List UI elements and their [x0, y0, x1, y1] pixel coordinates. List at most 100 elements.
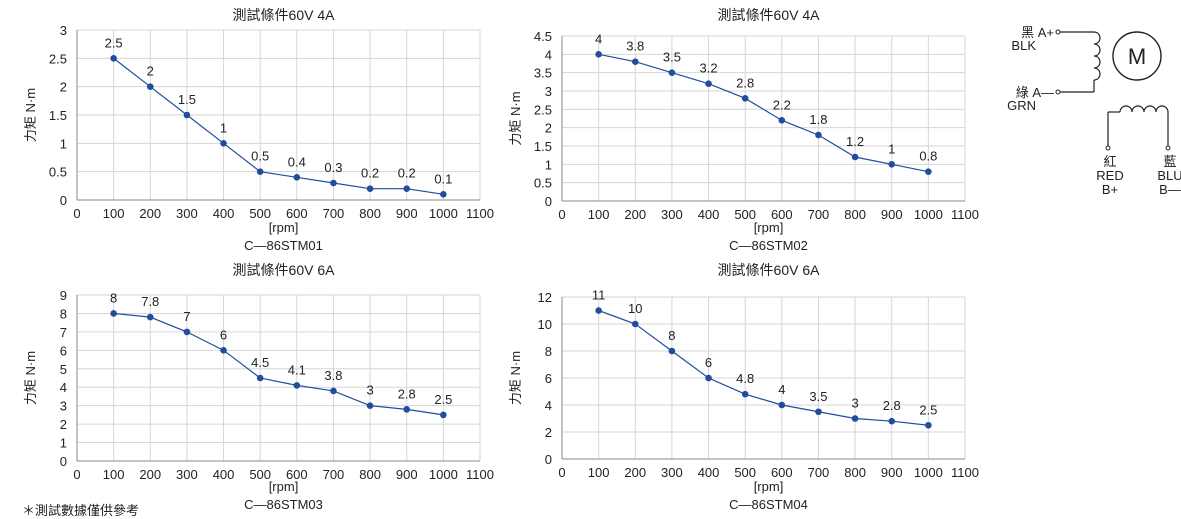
data-point — [815, 131, 822, 139]
x-tick-label: 200 — [624, 465, 646, 480]
x-tick-label: 900 — [881, 465, 903, 480]
data-point — [705, 374, 712, 382]
data-point — [403, 406, 411, 413]
y-axis-label: 力矩 N·m — [508, 351, 523, 405]
x-tick-label: 1000 — [429, 206, 458, 221]
data-point — [146, 83, 154, 90]
torque-line — [598, 309, 929, 426]
data-label: 3.8 — [626, 39, 644, 54]
x-axis-label: [rpm] — [754, 220, 784, 235]
torque-line — [113, 312, 444, 416]
x-axis-label: [rpm] — [269, 479, 299, 494]
chart-title: 測試條件60V 6A — [233, 262, 336, 278]
data-point — [110, 310, 117, 317]
data-label: 8 — [668, 328, 675, 343]
data-label: 4.8 — [736, 371, 754, 386]
x-axis-label: [rpm] — [269, 220, 299, 235]
data-point — [595, 51, 602, 58]
data-point — [220, 347, 227, 354]
x-tick-label: 200 — [139, 206, 161, 221]
y-tick-label: 2 — [60, 417, 67, 432]
b-minus-label: 藍 — [1163, 154, 1176, 169]
y-tick-label: 6 — [60, 343, 67, 358]
x-tick-label: 1100 — [466, 206, 494, 221]
x-tick-label: 800 — [844, 207, 866, 222]
data-point — [925, 421, 932, 429]
data-label: 3 — [366, 383, 373, 398]
data-point — [888, 161, 896, 168]
x-tick-label: 800 — [844, 465, 866, 480]
data-label: 6 — [220, 327, 227, 342]
x-tick-label: 600 — [771, 465, 793, 480]
data-label: 3.5 — [809, 389, 827, 404]
data-label: 0.5 — [251, 149, 269, 164]
data-point — [631, 320, 639, 328]
data-point — [705, 80, 712, 87]
data-label: 0.8 — [919, 149, 937, 164]
y-axis-label: 力矩 N·m — [23, 351, 38, 405]
data-point — [668, 69, 676, 76]
x-tick-label: 700 — [323, 206, 345, 221]
data-point — [183, 111, 191, 119]
x-tick-label: 0 — [73, 467, 80, 482]
b-plus-terminal: B+ — [1102, 182, 1118, 197]
data-label: 2.8 — [398, 386, 416, 401]
data-point — [815, 408, 822, 416]
data-point — [778, 117, 786, 124]
x-tick-label: 200 — [139, 467, 161, 482]
y-tick-label: 4.5 — [534, 29, 552, 44]
y-tick-label: 0 — [60, 193, 67, 208]
data-point — [741, 95, 749, 102]
data-point — [925, 168, 932, 175]
data-label: 6 — [705, 355, 712, 370]
y-tick-label: 1 — [60, 136, 67, 151]
y-tick-label: 8 — [60, 306, 67, 321]
data-point — [366, 402, 374, 409]
data-label: 0.1 — [434, 171, 452, 186]
x-tick-label: 600 — [286, 206, 308, 221]
data-point — [851, 415, 859, 422]
torque-line — [113, 57, 444, 195]
x-tick-label: 0 — [558, 465, 565, 480]
x-tick-label: 700 — [808, 207, 830, 222]
x-tick-label: 900 — [396, 206, 418, 221]
x-tick-label: 200 — [624, 207, 646, 222]
data-label: 3.8 — [324, 368, 342, 383]
x-tick-label: 500 — [734, 207, 756, 222]
y-tick-label: 3 — [545, 84, 552, 99]
data-label: 4.1 — [288, 362, 306, 377]
y-tick-label: 3 — [60, 23, 67, 38]
data-point — [330, 179, 337, 187]
chart-title: 測試條件60V 6A — [718, 262, 821, 278]
x-tick-label: 500 — [249, 206, 271, 221]
data-point — [256, 374, 264, 382]
data-point — [220, 140, 227, 147]
data-label: 3.5 — [663, 50, 681, 65]
y-tick-label: 2.5 — [49, 51, 67, 66]
x-axis-label: [rpm] — [754, 479, 784, 494]
y-tick-label: 12 — [538, 290, 552, 305]
y-tick-label: 4 — [545, 398, 552, 413]
x-tick-label: 800 — [359, 467, 381, 482]
data-point — [293, 382, 301, 389]
y-tick-label: 3.5 — [534, 66, 552, 81]
a-plus-color: BLK — [1011, 38, 1036, 53]
data-label: 4.5 — [251, 355, 269, 370]
data-label: 2.8 — [736, 75, 754, 90]
data-label: 4 — [778, 382, 785, 397]
data-point — [256, 168, 264, 175]
data-point — [366, 185, 374, 192]
x-tick-label: 600 — [286, 467, 308, 482]
data-label: 2 — [147, 64, 154, 79]
y-tick-label: 2 — [545, 425, 552, 440]
data-label: 3 — [851, 396, 858, 411]
data-point — [183, 328, 191, 336]
data-point — [330, 387, 337, 395]
b-plus-color: RED — [1096, 168, 1123, 183]
y-tick-label: 0.5 — [534, 176, 552, 191]
data-point — [888, 417, 896, 425]
motor-symbol: M — [1128, 44, 1146, 69]
coil-b-icon — [1119, 105, 1169, 113]
x-tick-label: 1100 — [951, 207, 979, 222]
